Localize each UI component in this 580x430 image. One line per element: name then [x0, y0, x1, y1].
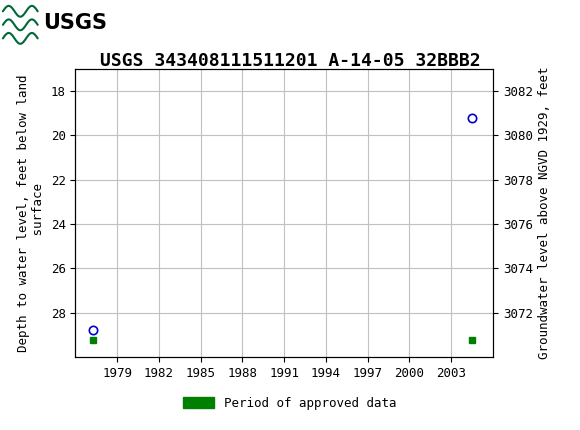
Text: USGS: USGS [44, 12, 107, 33]
Text: USGS 343408111511201 A-14-05 32BBB2: USGS 343408111511201 A-14-05 32BBB2 [100, 52, 480, 71]
Legend: Period of approved data: Period of approved data [178, 392, 402, 415]
Y-axis label: Groundwater level above NGVD 1929, feet: Groundwater level above NGVD 1929, feet [538, 67, 551, 359]
Y-axis label: Depth to water level, feet below land
 surface: Depth to water level, feet below land su… [17, 74, 45, 352]
FancyBboxPatch shape [1, 2, 76, 43]
